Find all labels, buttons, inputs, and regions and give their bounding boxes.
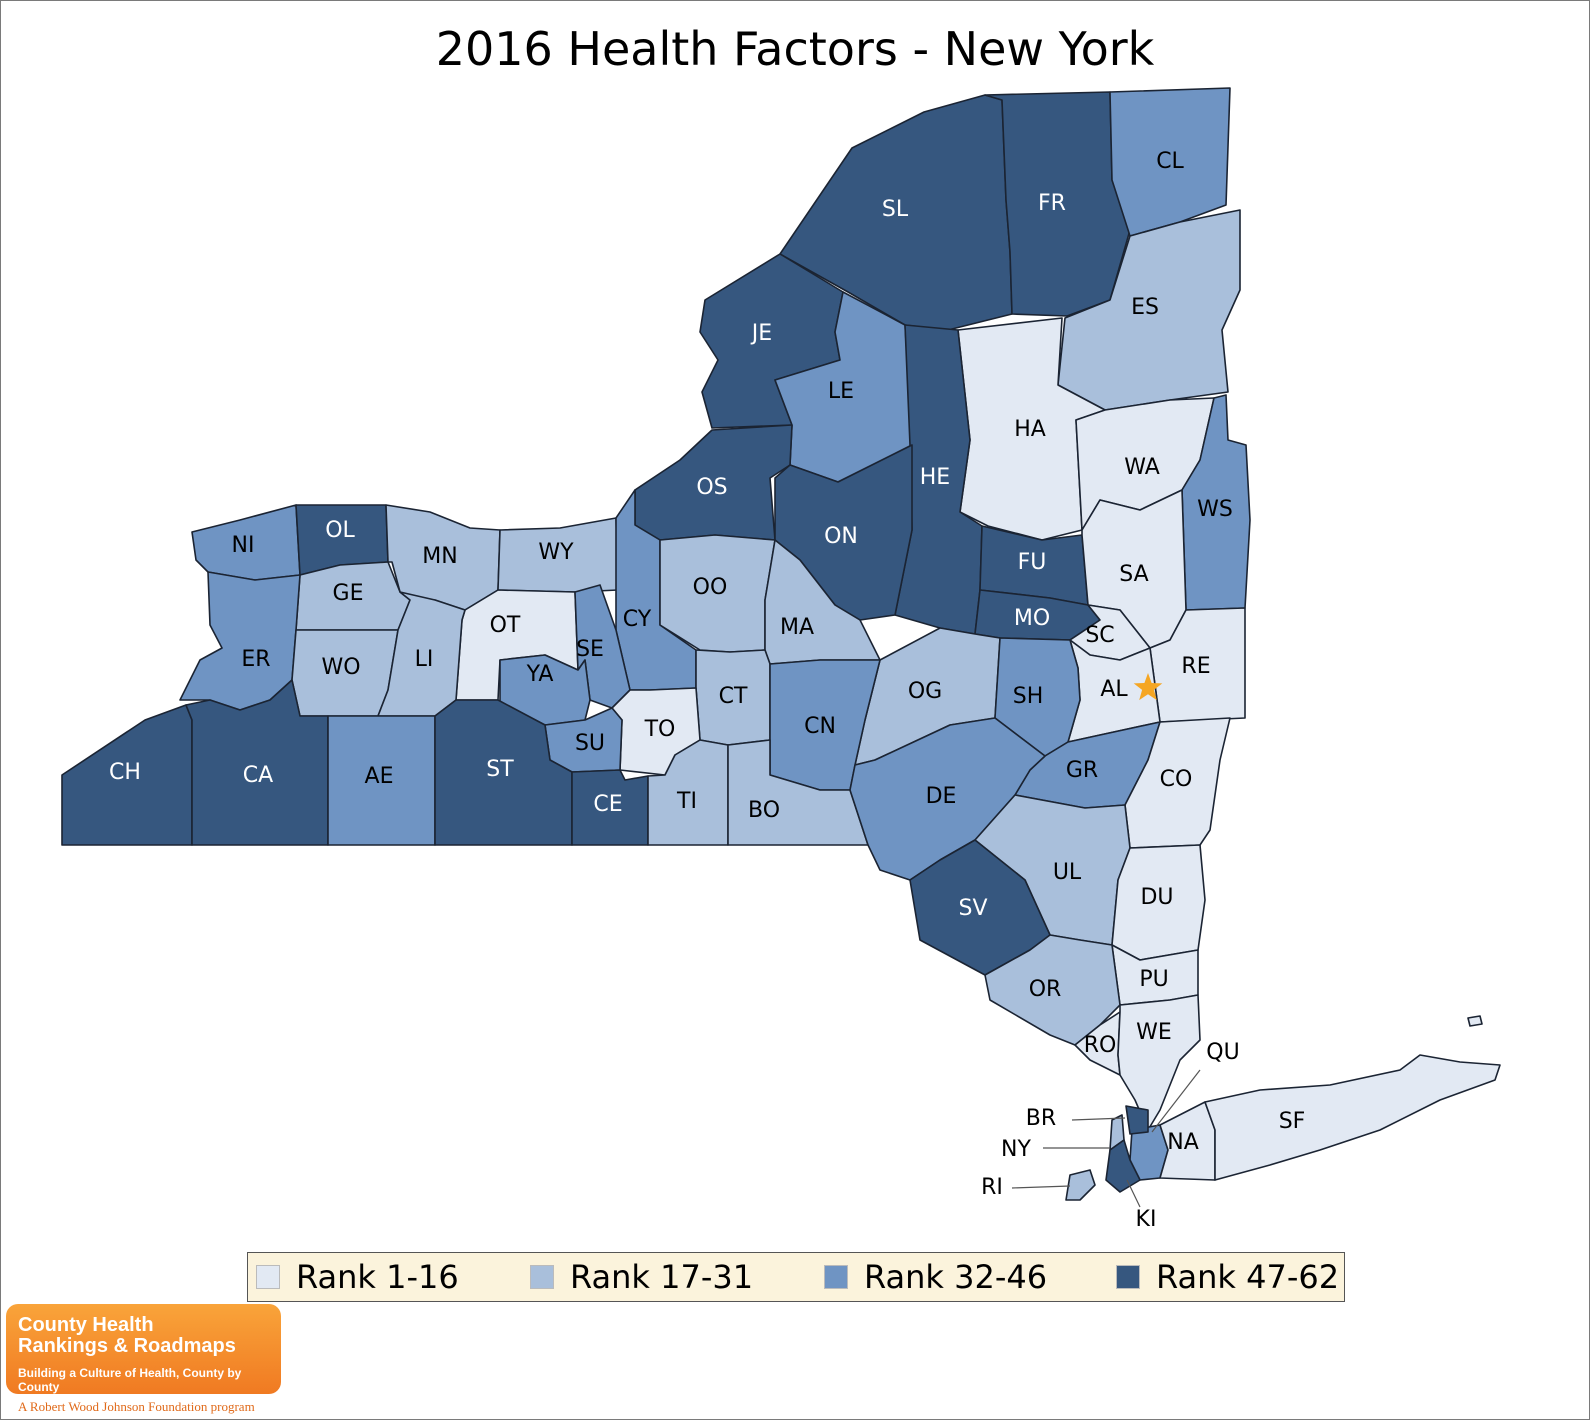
county-label-ws: WS [1197, 497, 1233, 522]
county-label-ny: NY [1001, 1137, 1031, 1162]
county-we[interactable] [1117, 994, 1201, 1131]
county-label-wy: WY [538, 540, 574, 565]
county-label-le: LE [828, 379, 854, 404]
county-label-os: OS [696, 475, 727, 500]
county-label-ti: TI [676, 789, 697, 814]
county-label-je: JE [750, 321, 772, 346]
county-label-co: CO [1160, 767, 1193, 792]
legend-label: Rank 47-62 [1156, 1258, 1340, 1296]
county-label-ca: CA [243, 763, 273, 788]
legend-label: Rank 1-16 [296, 1258, 459, 1296]
county-label-ro: RO [1084, 1033, 1117, 1058]
county-label-al: AL [1100, 677, 1128, 702]
legend-item-rank-1-16: Rank 1-16 [256, 1253, 459, 1301]
county-label-ul: UL [1053, 860, 1082, 885]
county-ri[interactable] [1065, 1169, 1096, 1201]
county-label-fu: FU [1018, 550, 1047, 575]
county-label-ma: MA [780, 615, 814, 640]
leader-line-ki [1126, 1179, 1141, 1208]
county-label-li: LI [415, 647, 434, 672]
program-credit: A Robert Wood Johnson Foundation program [18, 1399, 255, 1414]
county-label-ol: OL [325, 518, 355, 543]
county-label-mn: MN [422, 544, 457, 569]
county-label-oo: OO [693, 575, 728, 600]
county-label-fr: FR [1038, 191, 1066, 216]
county-ki[interactable] [1105, 1139, 1141, 1193]
map-title: 2016 Health Factors - New York [435, 22, 1155, 76]
county-label-sh: SH [1013, 684, 1044, 709]
leader-line-br [1071, 1117, 1126, 1121]
county-label-sc: SC [1085, 623, 1114, 648]
county-ws[interactable] [1181, 394, 1251, 611]
leader-line-qu [1151, 1069, 1201, 1133]
county-label-st: ST [486, 757, 514, 782]
county-label-ct: CT [719, 684, 748, 709]
legend-swatch [256, 1265, 280, 1289]
legend-swatch [824, 1265, 848, 1289]
county-label-sa: SA [1119, 562, 1148, 587]
county-label-br: BR [1026, 1106, 1056, 1131]
legend-item-rank-17-31: Rank 17-31 [530, 1253, 753, 1301]
county-label-og: OG [908, 679, 942, 704]
county-label-gr: GR [1066, 758, 1098, 783]
county-label-es: ES [1131, 295, 1159, 320]
county-label-ki: KI [1136, 1207, 1157, 1232]
county-health-rankings-logo: County Health Rankings & Roadmaps Buildi… [6, 1304, 281, 1394]
legend-item-rank-47-62: Rank 47-62 [1116, 1253, 1339, 1301]
county-label-sl: SL [882, 197, 909, 222]
county-label-ni: NI [232, 533, 255, 558]
county-label-cl: CL [1156, 149, 1184, 174]
county-label-ya: YA [526, 662, 554, 687]
logo-line-1: County Health [18, 1314, 154, 1336]
county-label-se: SE [576, 637, 604, 662]
county-label-na: NA [1167, 1130, 1199, 1155]
county-st[interactable] [434, 699, 573, 846]
state-capital-star-icon [1133, 673, 1163, 701]
county-label-re: RE [1181, 654, 1210, 679]
county-label-sv: SV [958, 896, 987, 921]
county-label-ge: GE [333, 581, 364, 606]
legend-swatch [530, 1265, 554, 1289]
county-ca[interactable] [185, 679, 329, 846]
legend: Rank 1-16 Rank 17-31 Rank 32-46 Rank 47-… [247, 1252, 1345, 1302]
county-label-ot: OT [490, 613, 521, 638]
county-label-er: ER [241, 647, 270, 672]
county-label-cy: CY [623, 607, 652, 632]
county-label-su: SU [575, 731, 605, 756]
county-label-ri: RI [981, 1175, 1003, 1200]
county-label-qu: QU [1206, 1040, 1239, 1065]
county-es[interactable] [1057, 209, 1241, 411]
island-shape [1467, 1015, 1483, 1027]
county-sf[interactable] [1204, 1054, 1501, 1181]
logo-tagline: Building a Culture of Health, County by … [18, 1366, 242, 1394]
county-label-on: ON [824, 524, 858, 549]
county-label-ae: AE [365, 764, 394, 789]
legend-item-rank-32-46: Rank 32-46 [824, 1253, 1047, 1301]
legend-label: Rank 17-31 [570, 1258, 754, 1296]
logo-line-2: Rankings & Roadmaps [18, 1335, 236, 1357]
county-bo[interactable] [727, 739, 869, 846]
county-label-or: OR [1029, 977, 1062, 1002]
county-label-wo: WO [321, 655, 360, 680]
county-label-wa: WA [1124, 455, 1160, 480]
county-label-sf: SF [1279, 1109, 1306, 1134]
county-label-to: TO [644, 717, 676, 742]
leader-line-ri [1011, 1185, 1071, 1189]
county-label-du: DU [1140, 885, 1173, 910]
county-label-ha: HA [1014, 417, 1046, 442]
county-label-bo: BO [748, 798, 780, 823]
county-label-he: HE [920, 465, 950, 490]
county-br[interactable] [1125, 1105, 1149, 1135]
county-label-we: WE [1136, 1020, 1172, 1045]
county-label-ch: CH [109, 760, 141, 785]
county-label-cn: CN [804, 714, 836, 739]
legend-label: Rank 32-46 [864, 1258, 1048, 1296]
county-label-de: DE [926, 784, 957, 809]
county-label-mo: MO [1014, 606, 1050, 631]
county-label-ce: CE [593, 792, 622, 817]
county-ti[interactable] [647, 739, 729, 846]
county-label-pu: PU [1139, 967, 1168, 992]
legend-swatch [1116, 1265, 1140, 1289]
